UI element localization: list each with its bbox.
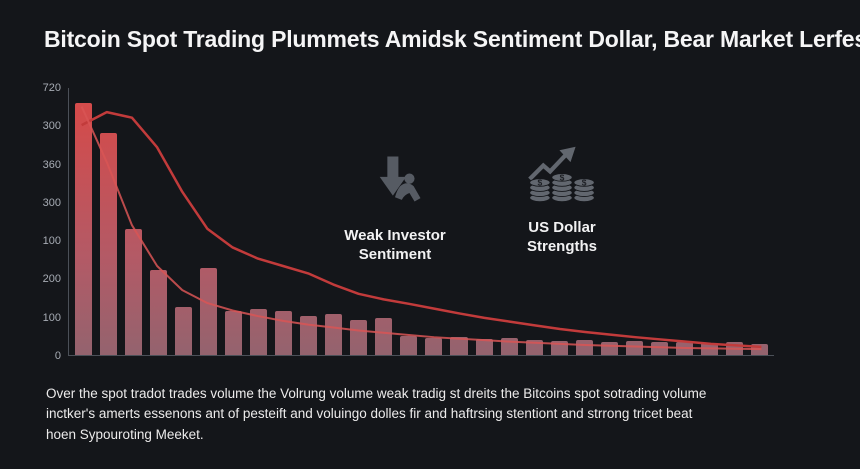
y-tick-label: 300 (42, 196, 61, 209)
trend-line (82, 107, 762, 350)
annotation-us-dollar: $ $ $ US Dollar Strengths (492, 140, 632, 257)
bar (425, 338, 443, 355)
bar (200, 267, 218, 355)
bar (650, 342, 668, 355)
y-tick-label: 100 (42, 311, 61, 324)
bar (450, 337, 468, 355)
bar (350, 319, 368, 355)
dollar-sign-glyph: $ (560, 172, 565, 182)
y-tick-label: 200 (42, 273, 61, 286)
y-tick-label: 720 (42, 82, 61, 94)
dollar-sign-glyph: $ (538, 177, 543, 187)
bar (75, 102, 93, 355)
y-tick-label: 0 (54, 350, 61, 362)
caption-line: hoen Sypouroting Meeket. (46, 426, 204, 442)
annotation-label: Weak Investor Sentiment (325, 227, 465, 265)
bar (100, 132, 118, 355)
caption: Over the spot tradot trades volume the V… (46, 384, 826, 445)
bar (400, 336, 418, 355)
y-tick-label: 360 (42, 158, 61, 171)
bar (125, 228, 143, 355)
bar (475, 339, 493, 355)
dollar-sign-glyph: $ (582, 177, 587, 187)
annotation-label-line2: Sentiment (358, 245, 432, 263)
annotation-weak-investor: Weak Investor Sentiment (325, 148, 465, 265)
bar (625, 340, 643, 355)
bar-chart: 720 300 360 300 100 200 100 0 (34, 82, 774, 362)
bar (175, 306, 193, 355)
bar (225, 310, 243, 355)
caption-line: inctker's amerts essenons ant of pesteif… (46, 406, 693, 422)
bar (325, 314, 343, 355)
annotation-label-line1: Weak Investor (344, 227, 446, 244)
annotation-label-line1: US Dollar (528, 219, 596, 236)
y-axis: 720 300 360 300 100 200 100 0 (34, 82, 64, 362)
bars (69, 88, 774, 355)
weak-investor-icon (379, 156, 421, 202)
trend-line (82, 112, 762, 347)
us-dollar-icon: $ $ $ (528, 146, 595, 203)
y-tick-label: 100 (42, 235, 61, 248)
y-tick-label: 300 (42, 120, 61, 133)
page-title: Bitcoin Spot Trading Plummets Amidsk Sen… (44, 26, 860, 52)
plot-area (68, 88, 774, 356)
trend-lines (69, 88, 774, 355)
bar (250, 308, 268, 355)
bar (150, 269, 168, 355)
bar (375, 317, 393, 355)
annotation-label: US Dollar Strengths (492, 219, 632, 257)
caption-line: Over the spot tradot trades volume the V… (46, 386, 707, 401)
annotation-label-line2: Strengths (526, 237, 597, 255)
